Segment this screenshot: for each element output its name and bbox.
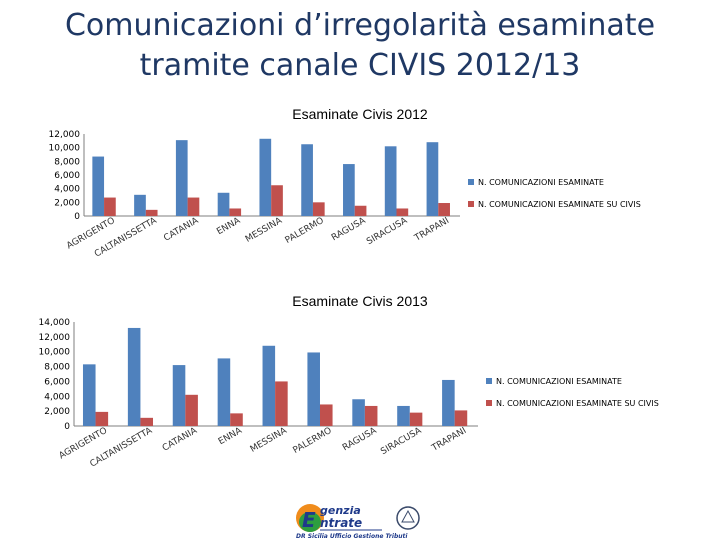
legend-label-series1: N. COMUNICAZIONI ESAMINATE <box>496 377 622 386</box>
bar-messina-series2 <box>275 381 288 426</box>
x-tick-label: PALERMO <box>284 216 326 246</box>
bar-messina-series2 <box>271 185 283 216</box>
slide-title: Comunicazioni d’irregolarità esaminate t… <box>0 6 720 86</box>
x-tick-label: SIRACUSA <box>379 426 424 458</box>
bar-agrigento-series2 <box>95 411 109 426</box>
chart-title-2013: Esaminate Civis 2013 <box>292 293 428 309</box>
y-tick-label: 8,000 <box>44 363 70 373</box>
x-tick-label: MESSINA <box>249 426 290 455</box>
bar-chart-2012: 12,00010,0008,0006,0004,0002,0000AGRIGEN… <box>49 130 641 260</box>
bar-trapani-series2 <box>438 203 450 216</box>
bar-enna-series2 <box>229 208 242 216</box>
bar-siracusa-series1 <box>397 405 410 426</box>
slide-title-line1: Comunicazioni d’irregolarità esaminate <box>64 8 656 43</box>
x-tick-label: TRAPANI <box>412 216 451 244</box>
bar-agrigento-series1 <box>82 364 96 426</box>
legend-swatch-series2 <box>468 201 474 207</box>
bar-palermo-series1 <box>301 144 313 216</box>
bar-enna-series1 <box>217 358 231 426</box>
y-tick-label: 8,000 <box>54 157 80 167</box>
x-tick-label: TRAPANI <box>430 426 469 454</box>
bar-trapani-series2 <box>454 410 468 426</box>
legend-swatch-series2 <box>486 400 492 406</box>
bar-chart-2013: 14,00012,00010,0008,0006,0004,0002,0000A… <box>39 318 659 470</box>
bar-caltanissetta-series2 <box>140 417 154 426</box>
bar-siracusa-series2 <box>409 412 423 426</box>
bar-trapani-series1 <box>426 142 439 216</box>
bar-caltanissetta-series2 <box>145 209 158 216</box>
bar-ragusa-series2 <box>354 205 367 216</box>
bar-palermo-series2 <box>319 404 333 426</box>
bar-agrigento-series1 <box>92 156 105 216</box>
logo-line3: DR Sicilia Ufficio Gestione Tributi <box>296 533 408 540</box>
x-tick-label: ENNA <box>217 426 245 448</box>
bar-catania-series1 <box>172 365 186 426</box>
bar-siracusa-series1 <box>384 146 397 216</box>
legend-swatch-series1 <box>468 179 474 185</box>
slide-title-line2: tramite canale CIVIS 2012/13 <box>139 48 581 83</box>
logo-line1: genzia <box>320 504 361 517</box>
y-tick-label: 6,000 <box>44 377 70 387</box>
bar-enna-series1 <box>217 192 230 216</box>
bar-catania-series2 <box>185 394 198 426</box>
bar-ragusa-series1 <box>343 164 355 216</box>
agenzia-entrate-logo: E genzia ntrate DR Sicilia Ufficio Gesti… <box>290 500 440 540</box>
y-tick-label: 10,000 <box>39 348 71 358</box>
bar-palermo-series1 <box>307 352 320 426</box>
logo-line2: ntrate <box>320 516 362 530</box>
y-tick-label: 12,000 <box>39 333 71 343</box>
bar-caltanissetta-series1 <box>127 327 141 426</box>
legend-label-series1: N. COMUNICAZIONI ESAMINATE <box>478 178 604 187</box>
x-tick-label: RAGUSA <box>341 426 379 454</box>
legend-swatch-series1 <box>486 378 492 384</box>
x-tick-label: ENNA <box>215 216 243 238</box>
agenzia-entrate-emblem-icon: E genzia ntrate DR Sicilia Ufficio Gesti… <box>296 504 420 540</box>
y-tick-label: 6,000 <box>54 171 80 181</box>
bar-trapani-series1 <box>442 379 455 426</box>
bar-siracusa-series2 <box>396 208 409 216</box>
y-tick-label: 0 <box>64 422 70 432</box>
bar-messina-series1 <box>259 138 272 216</box>
chart-title-2012: Esaminate Civis 2012 <box>292 106 428 122</box>
bar-ragusa-series1 <box>352 399 365 426</box>
svg-text:E: E <box>302 508 316 532</box>
legend-label-series2: N. COMUNICAZIONI ESAMINATE SU CIVIS <box>496 399 659 408</box>
x-tick-label: CATANIA <box>161 426 200 454</box>
bar-enna-series2 <box>230 413 243 426</box>
bar-messina-series1 <box>262 345 276 426</box>
bar-catania-series1 <box>175 140 188 216</box>
y-tick-label: 2,000 <box>44 407 70 417</box>
x-tick-label: RAGUSA <box>330 216 368 244</box>
x-tick-label: MESSINA <box>244 216 285 245</box>
bar-palermo-series2 <box>312 202 325 216</box>
bar-ragusa-series2 <box>364 405 378 426</box>
y-tick-label: 0 <box>74 212 80 222</box>
x-tick-label: PALERMO <box>292 426 334 456</box>
x-tick-label: SIRACUSA <box>365 216 410 248</box>
x-tick-label: CATANIA <box>162 216 201 244</box>
y-tick-label: 4,000 <box>54 185 80 195</box>
bar-catania-series2 <box>187 197 200 216</box>
bar-caltanissetta-series1 <box>134 194 146 216</box>
y-tick-label: 2,000 <box>54 198 80 208</box>
y-tick-label: 14,000 <box>39 318 71 328</box>
bar-agrigento-series2 <box>104 197 116 216</box>
y-tick-label: 4,000 <box>44 392 70 402</box>
y-tick-label: 10,000 <box>49 144 81 154</box>
y-tick-label: 12,000 <box>49 130 81 140</box>
legend-label-series2: N. COMUNICAZIONI ESAMINATE SU CIVIS <box>478 200 641 209</box>
